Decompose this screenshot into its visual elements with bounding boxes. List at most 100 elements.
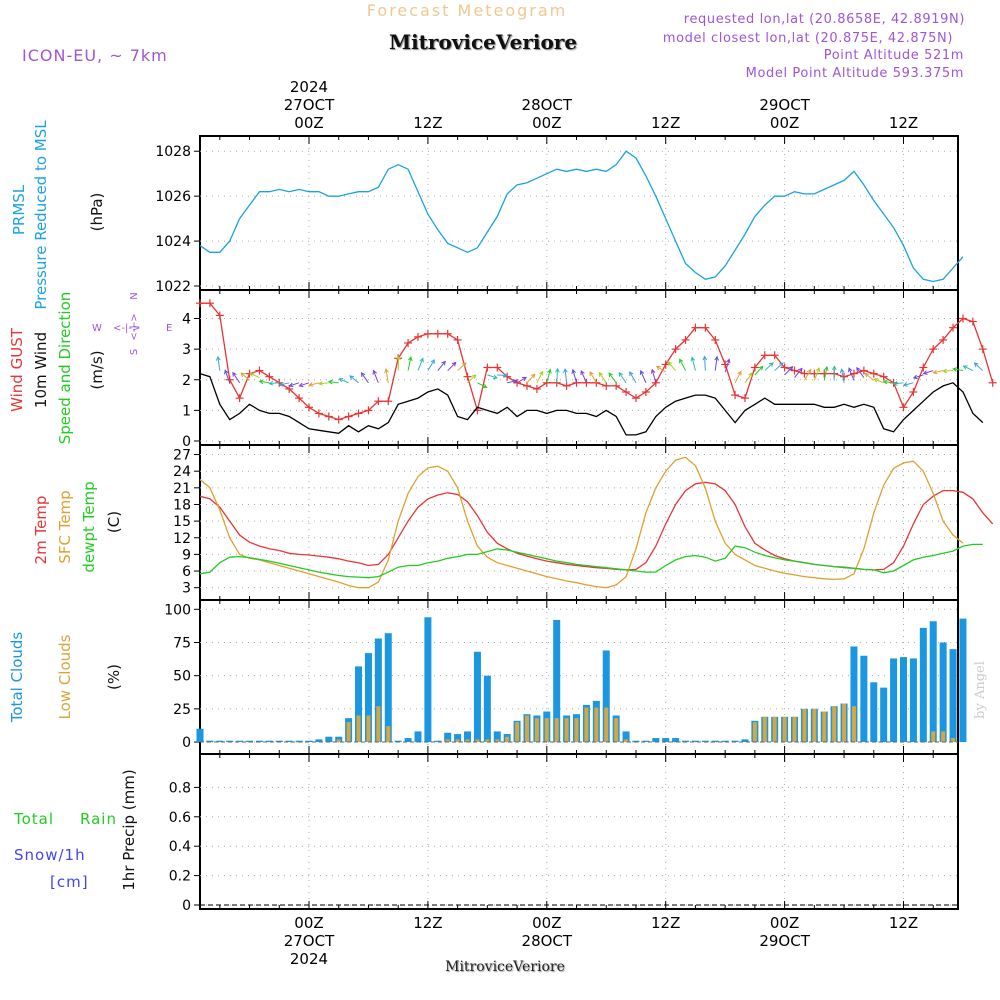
low-clouds-bar bbox=[574, 718, 579, 743]
time-label: 27OCT bbox=[284, 932, 335, 950]
wind-direction-arrow bbox=[259, 380, 270, 384]
total-clouds-bar bbox=[384, 633, 392, 743]
wind-direction-arrow bbox=[856, 367, 865, 378]
wind-arrow-head bbox=[530, 373, 536, 379]
wind-direction-arrow bbox=[269, 382, 280, 385]
low-clouds-bar bbox=[445, 739, 450, 743]
wind-direction-arrow bbox=[546, 369, 551, 383]
prmsl-desc-label: Pressure Reduced to MSL bbox=[32, 120, 50, 310]
requested-lonlat: requested lon,lat (20.8658E, 42.8919N) bbox=[684, 12, 965, 27]
wind-arrow-head bbox=[522, 376, 528, 382]
time-label: 00Z bbox=[770, 114, 799, 132]
time-label: 29OCT bbox=[759, 932, 810, 950]
wind-direction-arrow bbox=[651, 369, 657, 383]
low-clouds-bar bbox=[366, 715, 371, 743]
wind-arrow-head bbox=[461, 362, 467, 367]
wind-arrow-head bbox=[873, 378, 879, 383]
wind-direction-arrow bbox=[232, 372, 241, 384]
total-clouds-bar bbox=[265, 740, 273, 743]
time-label: 12Z bbox=[889, 914, 918, 932]
compass-s: S bbox=[129, 349, 140, 355]
clouds-unit: (%) bbox=[105, 664, 123, 690]
wind-arrow-head bbox=[317, 381, 323, 386]
series-line-sfc-temp bbox=[199, 456, 964, 589]
wind-direction-arrow bbox=[864, 373, 875, 381]
low-clouds-bar bbox=[614, 718, 619, 743]
wind-gust-label: Wind GUST bbox=[8, 327, 26, 412]
wind-direction-arrow bbox=[516, 377, 527, 384]
wind-direction-arrow bbox=[963, 365, 974, 372]
wind-direction-arrow bbox=[407, 357, 412, 371]
wind-direction-arrow bbox=[385, 369, 389, 383]
low-clouds-bar bbox=[376, 706, 381, 743]
wind-arrow-head bbox=[240, 372, 246, 377]
wind-arrow-head bbox=[308, 382, 314, 387]
compass-arrow-ns: <-|-> bbox=[129, 313, 140, 340]
panel-frame bbox=[199, 444, 959, 601]
wind-direction-arrow bbox=[536, 371, 544, 384]
wind-direction-arrow bbox=[437, 361, 446, 371]
low-clouds-bar bbox=[336, 739, 341, 743]
wind-direction-arrow bbox=[813, 367, 820, 381]
precip-ylabel: Total Rain Snow/1h [cm] 1hr Precip (mm) bbox=[13, 769, 138, 891]
pressure-ylabel: PRMSL Pressure Reduced to MSL (hPa) bbox=[10, 120, 106, 310]
temp-sfc-label: SFC Temp bbox=[56, 490, 74, 563]
total-clouds-bar bbox=[900, 657, 908, 743]
series-line-10m-wind bbox=[199, 372, 984, 436]
wind-arrow-head bbox=[539, 370, 544, 376]
total-clouds-bar bbox=[602, 650, 610, 743]
wind-arrow-head bbox=[748, 372, 753, 378]
y-tick-label: 0.2 bbox=[169, 869, 191, 885]
panel-precip: 0 0.2 0.4 0.6 0.8 bbox=[169, 753, 959, 914]
wind-direction-arrow bbox=[279, 382, 290, 386]
closest-lonlat: model closest lon,lat (20.875E, 42.875N) bbox=[663, 31, 953, 46]
low-clouds-bar bbox=[792, 716, 797, 743]
y-tick-label: 9 bbox=[182, 547, 191, 563]
wind-direction-arrow bbox=[299, 382, 310, 387]
total-clouds-bar bbox=[632, 740, 640, 743]
wind-direction-arrow bbox=[507, 380, 517, 384]
total-clouds-bar bbox=[860, 655, 868, 743]
low-clouds-bar bbox=[524, 715, 529, 743]
total-clouds-bar bbox=[553, 619, 561, 743]
point-altitude: Point Altitude 521m bbox=[824, 48, 964, 63]
wind-direction-arrow bbox=[823, 366, 828, 381]
series-line-dewpt-temp bbox=[199, 543, 983, 579]
total-clouds-bar bbox=[929, 621, 937, 743]
wind-direction-arrow bbox=[224, 370, 231, 383]
total-clouds-bar bbox=[939, 642, 947, 743]
panel-frame bbox=[199, 753, 959, 910]
wind-arrow-head bbox=[608, 372, 613, 378]
low-clouds-bar bbox=[851, 706, 856, 743]
time-label: 27OCT bbox=[284, 96, 335, 114]
wind-arrow-head bbox=[823, 365, 829, 371]
wind-speed-dir-label: Speed and Direction bbox=[56, 292, 74, 445]
time-label: 00Z bbox=[294, 914, 323, 932]
total-clouds-bar bbox=[642, 740, 650, 743]
wind-direction-arrow bbox=[734, 371, 742, 384]
location-title: MitroviceVeriore bbox=[389, 30, 577, 54]
y-tick-label: 21 bbox=[173, 481, 191, 497]
wind-arrow-head bbox=[932, 369, 938, 375]
series-line-wind-gust bbox=[200, 302, 994, 421]
total-clouds-bar bbox=[909, 658, 917, 743]
total-clouds-bar bbox=[236, 740, 244, 743]
pressure-unit: (hPa) bbox=[88, 193, 106, 232]
wind-arrow-head bbox=[571, 368, 577, 374]
low-clouds-bar bbox=[485, 739, 490, 743]
wind-arrow-head bbox=[580, 369, 585, 375]
total-clouds-bar bbox=[959, 618, 967, 743]
wind-arrow-head bbox=[384, 368, 389, 374]
total-clouds-bar bbox=[454, 734, 462, 743]
wind-arrow-head bbox=[258, 379, 264, 385]
total-clouds-bar bbox=[711, 740, 719, 743]
wind-direction-arrow bbox=[447, 362, 457, 371]
wind-direction-arrow bbox=[477, 382, 487, 389]
precip-axis-label: 1hr Precip (mm) bbox=[120, 769, 138, 890]
low-clouds-bar bbox=[832, 706, 837, 743]
panel-clouds: 0 25 50 75 100 bbox=[164, 599, 967, 755]
low-clouds-bar bbox=[822, 711, 827, 743]
wind-arrow-head bbox=[441, 360, 446, 366]
wind-arrow-head bbox=[629, 371, 634, 376]
wind-arrow-head bbox=[650, 368, 656, 374]
